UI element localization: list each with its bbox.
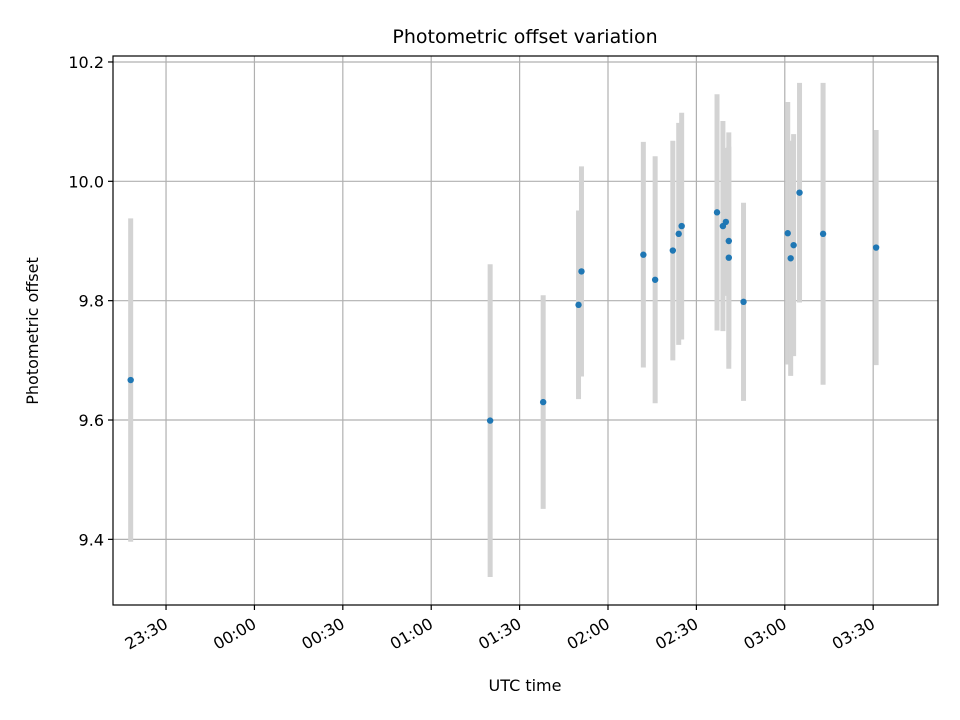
- data-point: [678, 222, 685, 230]
- data-point: [740, 298, 747, 306]
- data-point: [575, 301, 582, 309]
- data-point: [872, 244, 880, 251]
- y-tick-label: 9.8: [79, 292, 104, 311]
- x-axis-title: UTC time: [489, 676, 562, 695]
- data-point: [725, 254, 733, 261]
- grid-layer: [113, 56, 938, 605]
- data-point: [722, 218, 730, 226]
- data-point: [539, 398, 547, 406]
- y-tick-label: 9.6: [79, 411, 104, 430]
- data-point: [486, 417, 494, 424]
- data-point: [796, 189, 803, 196]
- y-axis-title: Photometric offset: [23, 257, 42, 405]
- data-point: [640, 251, 647, 258]
- point-layer: [127, 189, 880, 424]
- data-point: [669, 247, 677, 254]
- data-point: [675, 230, 682, 238]
- data-point: [790, 241, 797, 249]
- chart-title: Photometric offset variation: [392, 26, 657, 48]
- data-point: [784, 230, 791, 237]
- data-point: [651, 276, 659, 283]
- data-point: [713, 209, 721, 216]
- data-point: [725, 237, 733, 245]
- data-point: [578, 268, 585, 275]
- y-tick-label: 10.2: [68, 53, 104, 72]
- y-tick-label: 9.4: [79, 530, 104, 549]
- y-tick-label: 10.0: [68, 172, 104, 191]
- data-point: [787, 255, 794, 262]
- plot-frame: [112, 55, 939, 606]
- data-point: [127, 376, 134, 384]
- data-point: [819, 230, 827, 238]
